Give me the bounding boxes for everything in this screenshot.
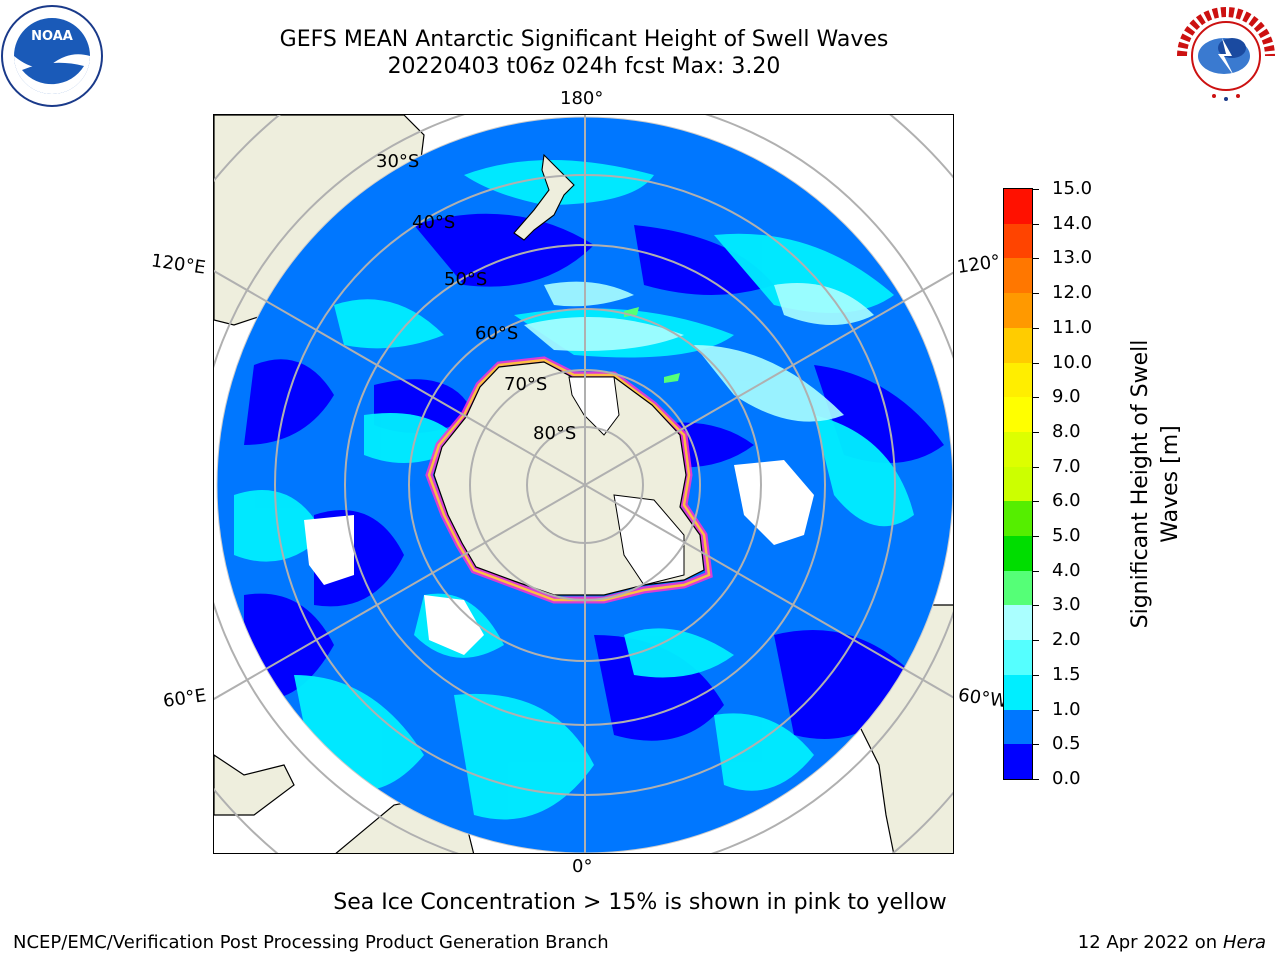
colorbar-segment xyxy=(1004,188,1032,224)
colorbar-tick-mark xyxy=(1033,189,1039,190)
lat-label-40s: 40°S xyxy=(412,212,456,233)
colorbar-tick-mark xyxy=(1033,536,1039,538)
colorbar-tick-mark xyxy=(1033,674,1039,676)
map-svg xyxy=(214,115,953,853)
colorbar-tick-mark xyxy=(1033,327,1039,329)
colorbar-tick-label: 11.0 xyxy=(1052,316,1093,338)
lon-label-60e: 60°E xyxy=(161,685,208,712)
colorbar-tick-mark xyxy=(1033,779,1039,780)
colorbar-tick-mark xyxy=(1033,431,1039,433)
colorbar-segment xyxy=(1004,535,1032,571)
colorbar-tick-mark xyxy=(1033,570,1039,572)
lat-label-70s: 70°S xyxy=(504,374,548,395)
colorbar-tick-label: 15.0 xyxy=(1052,178,1093,199)
footer-date-text: 12 Apr 2022 on xyxy=(1077,932,1223,953)
footer-date: 12 Apr 2022 on Hera xyxy=(1078,932,1266,953)
colorbar-tick-label: 10.0 xyxy=(1052,351,1093,373)
polar-map xyxy=(213,114,954,854)
lon-label-120e: 120°E xyxy=(149,250,207,279)
colorbar-label: Significant Height of Swell Waves [m] xyxy=(1128,339,1183,629)
colorbar-segment xyxy=(1004,292,1032,328)
lon-label-180: 180° xyxy=(560,88,604,109)
lat-label-80s: 80°S xyxy=(533,423,577,444)
colorbar-segment xyxy=(1004,604,1032,641)
nws-logo xyxy=(1174,4,1278,108)
colorbar-segment xyxy=(1004,570,1032,606)
svg-text:NOAA: NOAA xyxy=(31,29,73,44)
colorbar-tick-label: 2.0 xyxy=(1052,629,1081,651)
colorbar-segment xyxy=(1004,500,1032,537)
lon-label-0: 0° xyxy=(572,856,593,877)
title-line-1: GEFS MEAN Antarctic Significant Height o… xyxy=(279,27,889,52)
colorbar-tick-mark xyxy=(1033,293,1039,295)
colorbar-tick-label: 0.0 xyxy=(1052,768,1081,789)
colorbar-tick-mark xyxy=(1033,223,1039,225)
colorbar-tick-label: 6.0 xyxy=(1052,490,1081,512)
colorbar-tick-label: 3.0 xyxy=(1052,594,1081,616)
graticule xyxy=(214,115,953,853)
colorbar-segment xyxy=(1004,362,1032,398)
colorbar-tick-label: 8.0 xyxy=(1052,420,1081,442)
noaa-logo: NOAA xyxy=(0,4,104,108)
colorbar-segment xyxy=(1004,327,1032,363)
lon-label-60w: 60°W xyxy=(956,684,1009,713)
colorbar-tick-label: 7.0 xyxy=(1052,455,1081,477)
colorbar-segment xyxy=(1004,743,1032,779)
colorbar xyxy=(1003,188,1033,780)
colorbar-tick-label: 9.0 xyxy=(1052,386,1081,408)
colorbar-segment xyxy=(1004,639,1032,675)
colorbar-tick-label: 14.0 xyxy=(1052,212,1093,234)
colorbar-segment xyxy=(1004,223,1032,259)
colorbar-tick-mark xyxy=(1033,466,1039,468)
colorbar-tick-mark xyxy=(1033,397,1039,399)
colorbar-tick-label: 1.5 xyxy=(1052,663,1081,685)
colorbar-tick-label: 4.0 xyxy=(1052,559,1081,581)
footer-host: Hera xyxy=(1222,932,1266,953)
colorbar-tick-mark xyxy=(1033,605,1039,607)
colorbar-tick-label: 13.0 xyxy=(1052,247,1093,269)
colorbar-segment xyxy=(1004,431,1032,467)
colorbar-tick-label: 0.5 xyxy=(1052,733,1081,755)
colorbar-segment xyxy=(1004,257,1032,294)
lat-label-30s: 30°S xyxy=(376,151,420,172)
colorbar-tick-mark xyxy=(1033,258,1039,260)
colorbar-tick-label: 1.0 xyxy=(1052,698,1081,720)
lat-label-50s: 50°S xyxy=(444,269,488,290)
colorbar-tick-mark xyxy=(1033,640,1039,642)
colorbar-segment xyxy=(1004,674,1032,710)
title-line-2: 20220403 t06z 024h fcst Max: 3.20 xyxy=(387,54,781,79)
colorbar-segment xyxy=(1004,709,1032,745)
caption: Sea Ice Concentration > 15% is shown in … xyxy=(333,890,947,915)
colorbar-segment xyxy=(1004,466,1032,502)
lon-label-120w: 120° xyxy=(955,251,1002,278)
colorbar-tick-mark xyxy=(1033,709,1039,711)
lat-label-60s: 60°S xyxy=(475,323,519,344)
colorbar-segment xyxy=(1004,396,1032,432)
footer-credit: NCEP/EMC/Verification Post Processing Pr… xyxy=(13,932,609,953)
colorbar-tick-mark xyxy=(1033,501,1039,503)
colorbar-tick-mark xyxy=(1033,744,1039,746)
colorbar-tick-mark xyxy=(1033,362,1039,364)
colorbar-tick-label: 12.0 xyxy=(1052,282,1093,304)
colorbar-tick-label: 5.0 xyxy=(1052,525,1081,547)
